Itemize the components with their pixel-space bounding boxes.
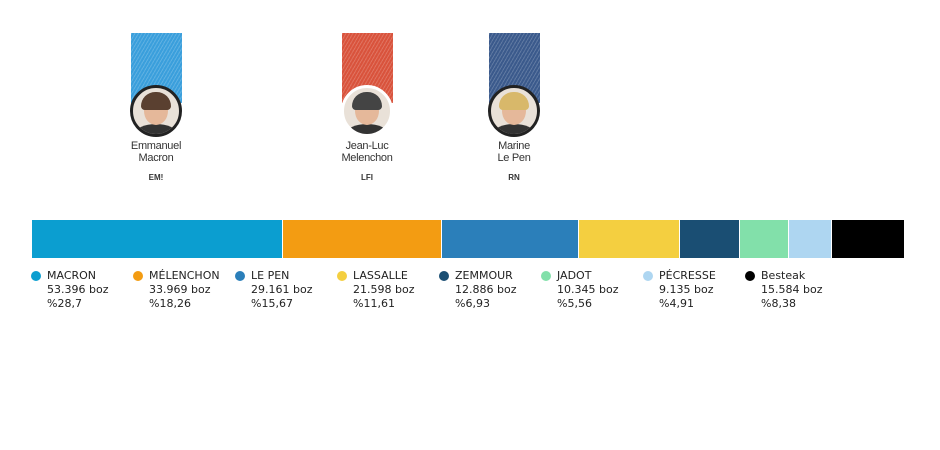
legend-dot-icon [541,271,551,281]
legend-percent: %8,38 [761,297,796,310]
candidate-card: Jean-Luc Melenchon LFI [327,33,407,182]
legend-percent: %18,26 [149,297,191,310]
legend-label: MÉLENCHON [149,269,220,282]
candidate-party: RN [508,173,520,182]
bar-segment [740,220,789,258]
candidate-party: LFI [361,173,373,182]
candidate-first-name: Jean-Luc [345,140,389,152]
candidate-photo [488,85,540,137]
legend-label: LE PEN [251,269,290,282]
legend-item: PÉCRESSE 9.135 boz %4,91 [642,269,744,311]
legend-percent: %28,7 [47,297,82,310]
stacked-results-bar [32,220,905,258]
legend-item: ZEMMOUR 12.886 boz %6,93 [438,269,540,311]
legend-label: PÉCRESSE [659,269,716,282]
legend-item: MÉLENCHON 33.969 boz %18,26 [132,269,234,311]
legend-label: MACRON [47,269,97,282]
legend-dot-icon [31,271,41,281]
legend-percent: %4,91 [659,297,694,310]
legend-label: LASSALLE [353,269,408,282]
legend-item: Besteak 15.584 boz %8,38 [744,269,846,311]
legend-dot-icon [133,271,143,281]
bar-segment [831,220,905,258]
legend-votes: 15.584 boz [761,283,823,296]
bar-segment [679,220,741,258]
candidate-card: Marine Le Pen RN [474,33,554,182]
candidate-photo [341,85,393,137]
candidate-first-name: Marine [498,140,530,152]
bar-segment [788,220,832,258]
legend-item: MACRON 53.396 boz %28,7 [30,269,132,311]
legend-votes: 21.598 boz [353,283,415,296]
candidate-last-name: Le Pen [497,152,531,164]
legend-item: LE PEN 29.161 boz %15,67 [234,269,336,311]
legend-dot-icon [745,271,755,281]
legend-label: Besteak [761,269,806,282]
legend-percent: %6,93 [455,297,490,310]
legend-item: LASSALLE 21.598 boz %11,61 [336,269,438,311]
legend-label: JADOT [557,269,592,282]
legend-votes: 12.886 boz [455,283,517,296]
bar-segment [441,220,579,258]
legend-votes: 53.396 boz [47,283,109,296]
legend-votes: 33.969 boz [149,283,211,296]
legend-label: ZEMMOUR [455,269,513,282]
legend-percent: %15,67 [251,297,293,310]
legend-dot-icon [235,271,245,281]
candidate-card: Emmanuel Macron EM! [116,33,196,182]
candidate-last-name: Melenchon [341,152,393,164]
legend-dot-icon [643,271,653,281]
legend-votes: 29.161 boz [251,283,313,296]
legend-votes: 9.135 boz [659,283,714,296]
candidate-photo [130,85,182,137]
candidate-last-name: Macron [138,152,174,164]
legend-votes: 10.345 boz [557,283,619,296]
legend-percent: %11,61 [353,297,395,310]
candidate-party: EM! [148,173,164,182]
bar-segment [32,220,283,258]
legend-percent: %5,56 [557,297,592,310]
legend-item: JADOT 10.345 boz %5,56 [540,269,642,311]
legend-dot-icon [337,271,347,281]
bar-segment [578,220,680,258]
bar-segment [282,220,442,258]
candidate-first-name: Emmanuel [130,140,182,152]
legend-dot-icon [439,271,449,281]
legend: MACRON 53.396 boz %28,7 MÉLENCHON 33.969 … [30,269,846,311]
